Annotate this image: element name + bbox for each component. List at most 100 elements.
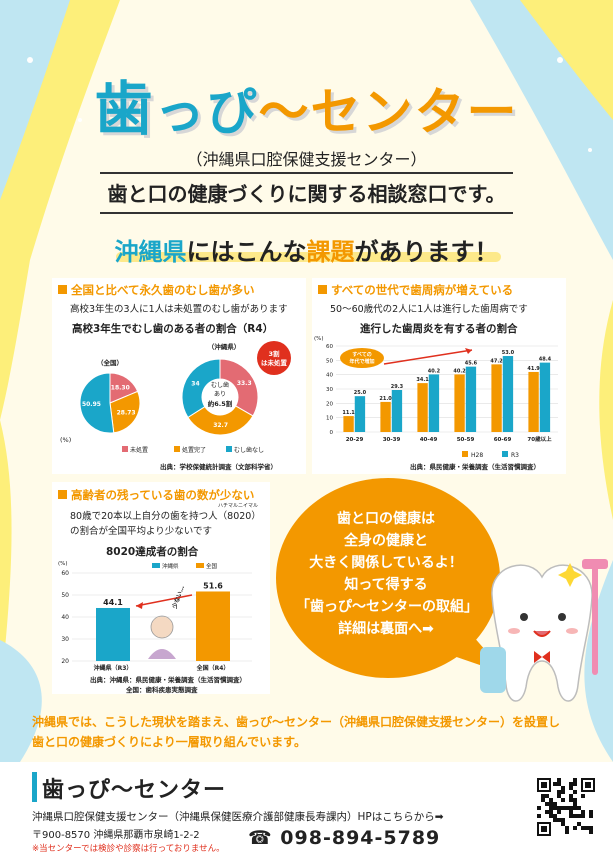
legend-swatch-2 bbox=[226, 446, 232, 452]
c8020-xtick-0: 沖縄県（R3） bbox=[94, 664, 133, 672]
qr-module bbox=[569, 798, 573, 802]
perio-annotation-2: 年代で増加 bbox=[349, 358, 374, 365]
qr-module bbox=[573, 790, 577, 794]
perio-ytick-10: 10 bbox=[326, 416, 333, 422]
footer-org[interactable]: 沖縄県口腔保健支援センター（沖縄県保健医療介護部健康長寿課内）HPはこちらから➡ bbox=[32, 811, 444, 823]
tooth-mascot-illustration bbox=[480, 559, 608, 702]
qr-finder-core-2 bbox=[541, 826, 547, 832]
title-part-3: 〜センター bbox=[258, 83, 519, 141]
c8020-ytick-30: 30 bbox=[61, 636, 69, 643]
c8020-legend-swatch-1 bbox=[196, 563, 204, 568]
section3-sub2: の割合が全国平均より少ないです bbox=[70, 526, 213, 537]
qr-module bbox=[561, 790, 565, 794]
section3-source2: 全国：歯科疾患実態調査 bbox=[126, 686, 198, 694]
bottom-note: 沖縄県では、こうした現状を踏まえ、歯っぴ〜センター（沖縄県口腔保健支援センター）… bbox=[32, 715, 561, 749]
issues-middle: にはこんな bbox=[186, 238, 307, 266]
callout-line-2: は未処置 bbox=[261, 358, 288, 367]
perio-ytick-50: 50 bbox=[326, 358, 333, 364]
tagline-top-rule bbox=[100, 172, 513, 174]
qr-module bbox=[541, 794, 545, 798]
perio-xtick-1: 30-39 bbox=[383, 437, 401, 443]
tagline: 歯と口の健康づくりに関する相談窓口です。 bbox=[107, 182, 506, 206]
qr-module bbox=[553, 818, 557, 822]
perio-bar-H28-3 bbox=[454, 374, 465, 432]
section3-ruby: ハチマルニイマル bbox=[218, 503, 259, 509]
footer bbox=[0, 762, 613, 860]
qr-module bbox=[565, 826, 569, 830]
qr-module bbox=[577, 806, 581, 810]
qr-module bbox=[557, 790, 561, 794]
perio-ytick-0: 0 bbox=[330, 430, 334, 436]
pie-national-label-0: 18.30 bbox=[111, 385, 130, 392]
perio-bar-H28-1 bbox=[380, 401, 391, 432]
section2-chart-title: 進行した歯周炎を有する者の割合 bbox=[360, 323, 518, 335]
legend-swatch-1 bbox=[174, 446, 180, 452]
phone-icon: ☎ bbox=[248, 827, 273, 849]
footer-title: 歯っぴ〜センター bbox=[42, 778, 227, 803]
callout-burst bbox=[257, 341, 291, 375]
c8020-legend-label-0: 沖縄県 bbox=[162, 562, 179, 570]
legend-swatch-0 bbox=[122, 446, 128, 452]
qr-module bbox=[573, 778, 577, 782]
pie-okinawa-label-2: 34 bbox=[191, 381, 199, 388]
qr-module bbox=[561, 786, 565, 790]
qr-module bbox=[577, 822, 581, 826]
c8020-ytick-20: 20 bbox=[61, 658, 69, 665]
qr-module bbox=[557, 782, 561, 786]
qr-finder-core-0 bbox=[541, 782, 547, 788]
qr-module bbox=[565, 806, 569, 810]
qr-module bbox=[573, 798, 577, 802]
perio-bar-H28-2 bbox=[417, 383, 428, 432]
qr-module bbox=[545, 802, 549, 806]
c8020-bar-0 bbox=[96, 607, 130, 661]
perio-ytick-20: 20 bbox=[326, 401, 333, 407]
caries-pie-charts: （全国） 18.30 28.73 50.95 （沖縄県） 33.3 32.7 34 むし歯あり約… bbox=[79, 341, 291, 454]
pie-okinawa-slice-0 bbox=[219, 358, 259, 417]
perio-bar-H28-0 bbox=[343, 416, 354, 432]
section2-source: 出典：県民健康・栄養調査（生活習慣調査） bbox=[410, 463, 540, 471]
footer-phone[interactable]: ☎ 098-894-5789 bbox=[248, 827, 441, 849]
perio-legend-swatch-0 bbox=[462, 451, 468, 457]
section1-sub: 高校3年生の3人に1人は未処置のむし歯があります bbox=[70, 304, 288, 315]
qr-module bbox=[565, 830, 569, 834]
elderly-hair bbox=[151, 616, 173, 623]
issues-prefix: 沖縄県 bbox=[114, 238, 187, 266]
perio-val-H28-2: 34.1 bbox=[416, 377, 429, 383]
qr-module bbox=[585, 826, 589, 830]
c8020-bar-1 bbox=[196, 591, 230, 661]
section1-unit: (%) bbox=[60, 436, 72, 444]
qr-module bbox=[589, 810, 593, 814]
qr-module bbox=[581, 814, 585, 818]
qr-module bbox=[561, 822, 565, 826]
c8020-val-1: 51.6 bbox=[203, 581, 223, 590]
c8020-arrow-head bbox=[136, 602, 143, 609]
perio-bar-R3-2 bbox=[428, 374, 440, 432]
qr-code[interactable] bbox=[535, 776, 597, 838]
section3-chart-title: 8020達成者の割合 bbox=[106, 546, 199, 558]
perio-xtick-4: 60-69 bbox=[494, 437, 512, 443]
pie-okinawa-slice-2 bbox=[181, 358, 221, 419]
perio-val-R3-5: 48.4 bbox=[539, 357, 552, 363]
c8020-ytick-60: 60 bbox=[61, 570, 69, 577]
pie-okinawa-slice-1 bbox=[187, 405, 254, 436]
qr-finder-core-1 bbox=[585, 782, 591, 788]
section3-sub1: 80歳で20本以上自分の歯を持つ人（8020） bbox=[70, 511, 261, 522]
qr-module bbox=[573, 802, 577, 806]
pie-national-label: （全国） bbox=[97, 358, 123, 367]
qr-module bbox=[573, 806, 577, 810]
c8020-arrow-line bbox=[135, 594, 193, 607]
qr-module bbox=[557, 778, 561, 782]
qr-module bbox=[581, 794, 585, 798]
legend-label-1: 処置完了 bbox=[182, 446, 206, 454]
perio-legend-label-0: H28 bbox=[471, 452, 483, 459]
qr-module bbox=[541, 798, 545, 802]
perio-xtick-0: 20-29 bbox=[346, 437, 364, 443]
qr-module bbox=[573, 814, 577, 818]
perio-bar-R3-1 bbox=[391, 390, 403, 432]
qr-module bbox=[557, 794, 561, 798]
perio-val-R3-3: 45.6 bbox=[465, 361, 478, 367]
elderly-body bbox=[148, 649, 176, 659]
title-part-2: っぴ bbox=[154, 83, 259, 141]
bubble-text: 歯と口の健康は 全身の健康と 大きく関係しているよ！ 知って得する 「歯っぴ〜セ… bbox=[296, 511, 478, 637]
